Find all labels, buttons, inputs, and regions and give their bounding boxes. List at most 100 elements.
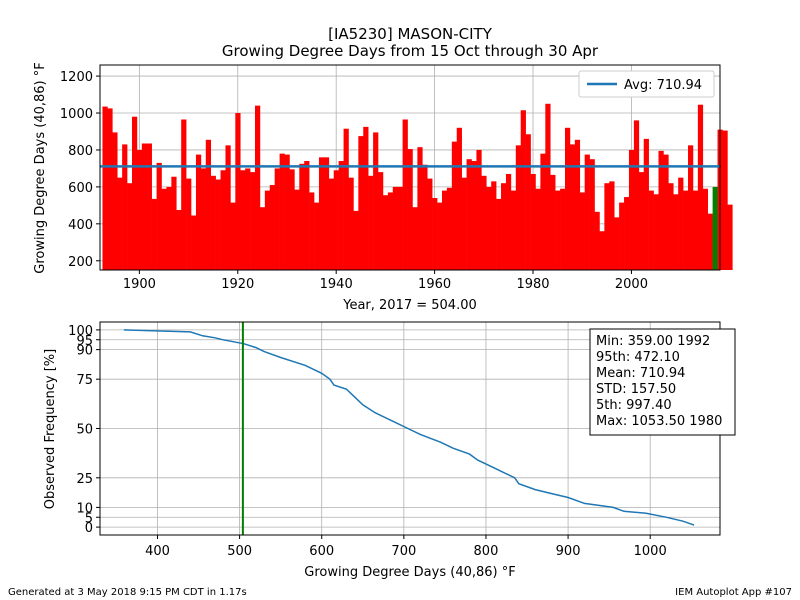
bar: [195, 154, 202, 270]
bar: [402, 119, 408, 270]
bar-chart-bars: [102, 103, 733, 271]
bar: [235, 113, 241, 270]
y-tick-label: 95: [76, 334, 93, 349]
bar: [112, 132, 118, 270]
bar: [230, 202, 236, 270]
bar: [427, 178, 433, 270]
footer-generated: Generated at 3 May 2018 9:15 PM CDT in 1…: [8, 587, 247, 598]
bar: [318, 157, 325, 270]
bar: [422, 164, 428, 270]
bar: [368, 175, 374, 270]
legend: Avg: 710.94: [578, 70, 715, 98]
bar: [638, 172, 645, 270]
footer-app: IEM Autoplot App #107: [675, 587, 792, 598]
bar: [702, 188, 708, 270]
y-tick-label: 25: [76, 472, 93, 487]
bar: [579, 192, 585, 270]
bar: [688, 145, 694, 270]
bar: [545, 103, 551, 270]
bar: [668, 183, 674, 270]
frequency-chart-panel: 400 500 600 700 800 900 100005102550759095100 …: [43, 321, 736, 580]
bar: [412, 207, 418, 270]
bar: [501, 183, 507, 270]
frequency-line: [123, 329, 695, 526]
y-tick-label: 400: [68, 218, 93, 233]
bar: [161, 188, 167, 270]
bar-chart-xlabel: Year, 2017 = 504.00: [342, 298, 477, 313]
bar: [653, 194, 659, 270]
bar: [486, 186, 492, 270]
bar: [515, 145, 522, 270]
bar: [520, 110, 526, 271]
bar: [269, 185, 275, 270]
bar: [141, 143, 148, 270]
bar: [643, 138, 649, 270]
chart-title-line2: Growing Degree Days from 15 Oct through …: [222, 42, 599, 60]
bar: [358, 136, 364, 270]
bar: [594, 211, 600, 270]
bar: [200, 168, 207, 270]
bar: [323, 157, 330, 270]
bar: [294, 189, 300, 270]
bar: [127, 183, 133, 270]
bar: [692, 190, 699, 270]
x-tick-label: 400: [145, 544, 170, 559]
bar: [181, 119, 187, 270]
bar: [314, 202, 320, 270]
bar: [210, 175, 216, 270]
bar: [245, 168, 251, 270]
bar: [569, 144, 576, 270]
bar: [560, 188, 566, 270]
bar-chart-ticks: 1900 1920 1940 1960 1980 2000 200 400 600 800 1000…: [60, 70, 648, 292]
bar: [348, 177, 354, 270]
frequency-chart-ylabel: Observed Frequency [%]: [43, 349, 58, 509]
bar: [220, 170, 226, 270]
bar: [707, 213, 713, 270]
bar: [387, 192, 394, 270]
bar: [156, 162, 162, 270]
bar: [333, 170, 339, 270]
bar: [186, 178, 192, 270]
bar: [309, 192, 315, 270]
bar: [466, 159, 472, 270]
bar: [191, 215, 197, 270]
bar: [555, 190, 561, 270]
bar: [530, 173, 536, 270]
legend-box: [578, 70, 715, 98]
highlight-bar: [712, 186, 718, 270]
bar: [146, 143, 152, 270]
bar: [102, 106, 108, 271]
y-tick-label: 200: [68, 255, 93, 270]
y-tick-label: 600: [68, 181, 93, 196]
x-tick-label: 1900: [123, 277, 156, 292]
bar: [673, 194, 679, 270]
bar: [633, 120, 640, 271]
bar-chart-panel: 1900 1920 1940 1960 1980 2000 200 400 600 800 1000…: [33, 62, 733, 313]
stats-mean: Mean: 710.94: [596, 366, 685, 381]
bar: [614, 217, 620, 270]
stats-min: Min: 359.00 1992: [596, 334, 710, 349]
bar: [599, 231, 605, 270]
bar: [397, 186, 403, 270]
chart-title-line1: [IA5230] MASON-CITY: [328, 25, 493, 43]
x-tick-label: 500: [227, 544, 252, 559]
bar: [697, 104, 704, 270]
bar: [550, 174, 556, 270]
bar: [446, 187, 453, 270]
bar: [363, 126, 369, 270]
bar: [274, 168, 280, 270]
x-tick-label: 900: [556, 544, 581, 559]
stats-std: STD: 157.50: [596, 382, 676, 397]
bar: [171, 176, 177, 270]
bar: [683, 190, 689, 270]
bar: [353, 210, 359, 270]
bar: [481, 175, 487, 270]
bar: [461, 177, 467, 270]
bar: [525, 134, 531, 270]
bar: [535, 188, 541, 270]
bar: [176, 209, 182, 270]
bar: [505, 173, 512, 270]
bar: [373, 132, 379, 270]
bar: [658, 150, 664, 270]
